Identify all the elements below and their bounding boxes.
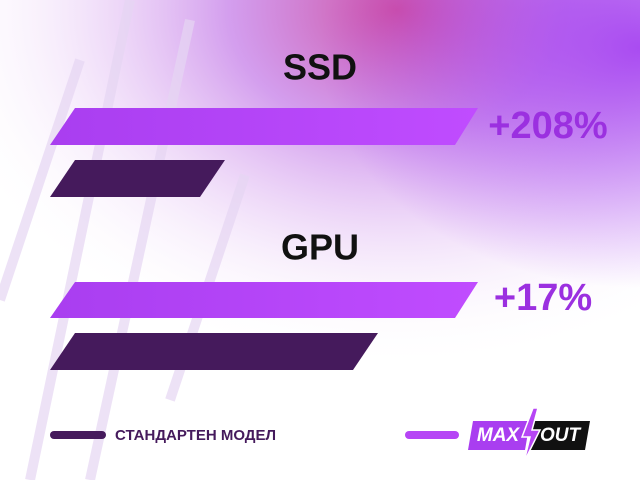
maxout-logo: MAX OUT xyxy=(468,407,590,463)
gain-label: +17% xyxy=(494,277,592,319)
logo-text: OUT xyxy=(540,425,582,446)
standard-bar xyxy=(50,333,378,370)
standard-bar xyxy=(50,160,225,197)
group-label: SSD xyxy=(283,47,357,88)
logo-text: MAX xyxy=(477,425,521,446)
legend-label: СТАНДАРТЕН МОДЕЛ xyxy=(115,427,276,444)
gain-label: +208% xyxy=(488,105,607,147)
maxout-bar xyxy=(50,108,478,145)
maxout-bar xyxy=(50,282,478,318)
group-label: GPU xyxy=(281,227,359,268)
logo-left-bg xyxy=(468,421,530,450)
logo-right-bg xyxy=(528,421,590,450)
logo-bolt xyxy=(520,407,542,463)
